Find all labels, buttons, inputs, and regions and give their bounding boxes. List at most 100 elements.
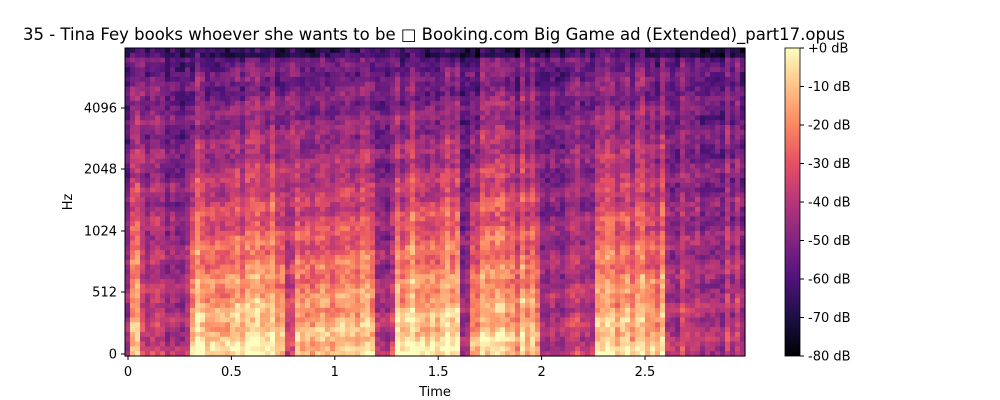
heatmap-cell — [170, 293, 176, 299]
heatmap-cell — [185, 298, 191, 304]
heatmap-cell — [180, 235, 186, 242]
heatmap-cell — [390, 226, 396, 232]
heatmap-cell — [145, 153, 151, 160]
heatmap-cell — [315, 96, 321, 102]
heatmap-cell — [340, 105, 346, 112]
heatmap-cell — [140, 264, 146, 270]
heatmap-cell — [495, 235, 501, 242]
heatmap-cell — [440, 173, 446, 179]
heatmap-cell — [395, 341, 401, 347]
heatmap-cell — [185, 81, 191, 88]
heatmap-cell — [165, 91, 171, 97]
heatmap-cell — [295, 129, 301, 136]
heatmap-cell — [220, 279, 226, 285]
heatmap-cell — [225, 288, 231, 295]
heatmap-cell — [320, 177, 326, 184]
heatmap-cell — [355, 129, 361, 136]
heatmap-cell — [475, 226, 481, 232]
heatmap-cell — [135, 317, 141, 323]
heatmap-cell — [360, 312, 366, 319]
heatmap-cell — [350, 259, 356, 266]
heatmap-cell — [145, 81, 151, 88]
heatmap-cell — [310, 351, 316, 357]
heatmap-cell — [130, 173, 136, 179]
heatmap-cell — [380, 120, 386, 126]
heatmap-cell — [475, 139, 481, 145]
heatmap-cell — [405, 67, 411, 73]
heatmap-cell — [510, 57, 516, 64]
heatmap-cell — [175, 110, 181, 116]
heatmap-cell — [315, 327, 321, 333]
heatmap-cell — [285, 86, 291, 92]
heatmap-cell — [165, 158, 171, 165]
heatmap-cell — [240, 293, 246, 299]
heatmap-cell — [455, 168, 461, 174]
heatmap-cell — [175, 197, 181, 203]
heatmap-cell — [425, 235, 431, 242]
heatmap-cell — [495, 221, 501, 227]
heatmap-cell — [425, 303, 431, 309]
heatmap-cell — [425, 187, 431, 193]
heatmap-cell — [235, 293, 241, 299]
heatmap-cell — [440, 57, 446, 64]
heatmap-cell — [225, 187, 231, 193]
heatmap-cell — [450, 288, 456, 295]
heatmap-cell — [375, 91, 381, 97]
heatmap-cell — [140, 317, 146, 323]
heatmap-cell — [210, 134, 216, 141]
heatmap-cell — [335, 153, 341, 160]
heatmap-cell — [125, 307, 131, 314]
heatmap-cell — [140, 274, 146, 280]
heatmap-cell — [285, 120, 291, 126]
heatmap-cell — [240, 303, 246, 309]
heatmap-cell — [135, 235, 141, 242]
heatmap-cell — [425, 129, 431, 136]
heatmap-cell — [335, 168, 341, 174]
heatmap-cell — [390, 264, 396, 270]
heatmap-cell — [400, 312, 406, 319]
heatmap-cell — [280, 67, 286, 73]
heatmap-cell — [380, 274, 386, 280]
heatmap-cell — [280, 288, 286, 295]
heatmap-cell — [135, 96, 141, 102]
heatmap-cell — [475, 322, 481, 328]
heatmap-cell — [250, 120, 256, 126]
heatmap-cell — [325, 216, 331, 222]
heatmap-cell — [445, 245, 451, 251]
heatmap-cell — [495, 269, 501, 275]
heatmap-cell — [195, 115, 201, 121]
heatmap-cell — [235, 216, 241, 222]
heatmap-cell — [360, 250, 366, 256]
heatmap-cell — [295, 226, 301, 232]
heatmap-cell — [370, 226, 376, 232]
heatmap-cell — [315, 86, 321, 92]
heatmap-cell — [250, 322, 256, 328]
heatmap-cell — [385, 177, 391, 184]
heatmap-cell — [210, 72, 216, 78]
heatmap-cell — [455, 100, 461, 107]
heatmap-cell — [350, 327, 356, 333]
heatmap-cell — [420, 48, 426, 54]
heatmap-cell — [130, 293, 136, 299]
heatmap-cell — [500, 254, 506, 261]
heatmap-cell — [475, 86, 481, 92]
heatmap-cell — [355, 312, 361, 319]
heatmap-cell — [440, 274, 446, 280]
heatmap-cell — [270, 182, 276, 189]
heatmap-cell — [460, 76, 466, 83]
heatmap-cell — [235, 62, 241, 68]
heatmap-cell — [345, 298, 351, 304]
heatmap-cell — [510, 226, 516, 232]
heatmap-cell — [140, 100, 146, 107]
heatmap-cell — [155, 274, 161, 280]
heatmap-cell — [505, 153, 511, 160]
heatmap-cell — [195, 346, 201, 352]
heatmap-cell — [475, 192, 481, 198]
heatmap-cell — [435, 346, 441, 352]
heatmap-cell — [445, 105, 451, 112]
heatmap-cell — [460, 173, 466, 179]
heatmap-cell — [495, 245, 501, 251]
heatmap-cell — [335, 240, 341, 246]
heatmap-cell — [345, 134, 351, 141]
heatmap-cell — [370, 274, 376, 280]
